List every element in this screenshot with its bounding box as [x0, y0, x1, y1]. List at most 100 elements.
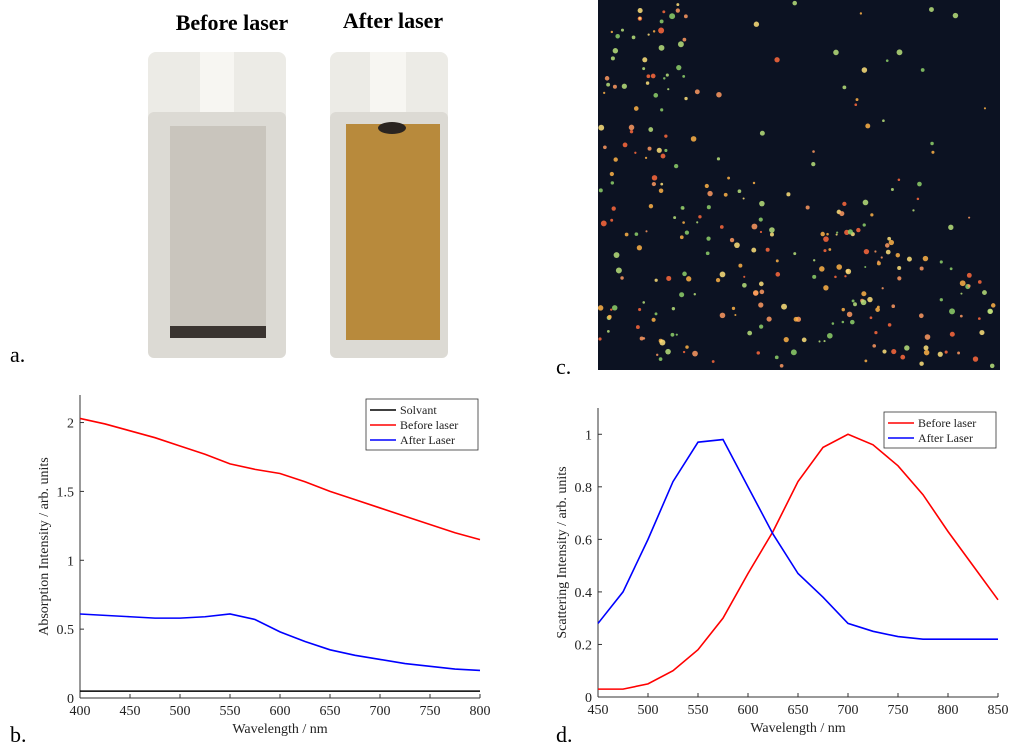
- particle: [864, 249, 869, 254]
- x-tick-label: 550: [220, 704, 241, 719]
- particle: [950, 332, 955, 337]
- particle: [664, 135, 667, 138]
- particle: [648, 127, 653, 132]
- particle: [786, 192, 790, 196]
- particle: [657, 148, 662, 153]
- particle: [642, 67, 645, 70]
- particle: [645, 157, 647, 159]
- particle: [791, 349, 797, 355]
- particle: [760, 131, 765, 136]
- particle: [982, 290, 987, 295]
- particle: [862, 67, 868, 73]
- particle: [874, 331, 877, 334]
- particle: [920, 266, 924, 270]
- particle: [720, 225, 724, 229]
- particle: [656, 354, 658, 356]
- particle: [853, 302, 857, 306]
- particle: [620, 276, 623, 279]
- particle: [660, 19, 664, 23]
- particle: [863, 223, 866, 226]
- particle: [727, 177, 730, 180]
- darkfield-image: [598, 0, 1000, 370]
- particle: [865, 123, 870, 128]
- particle: [698, 215, 701, 218]
- particle: [660, 183, 663, 186]
- particle: [716, 92, 721, 97]
- particle: [949, 308, 955, 314]
- particle: [638, 8, 643, 13]
- particle: [599, 188, 603, 192]
- x-tick-label: 600: [270, 704, 291, 719]
- particle: [861, 300, 867, 306]
- particle: [636, 325, 640, 329]
- particle: [856, 228, 860, 232]
- photo-cuvettes: [148, 52, 448, 358]
- particle: [930, 142, 933, 145]
- particle: [850, 320, 855, 325]
- particle: [601, 221, 607, 227]
- legend-label: Before laser: [400, 418, 458, 432]
- particle: [767, 316, 772, 321]
- particle: [897, 276, 901, 280]
- particle: [907, 257, 912, 262]
- x-tick-label: 750: [888, 703, 909, 718]
- particle: [812, 275, 816, 279]
- particle: [642, 301, 645, 304]
- x-tick-label: 500: [638, 703, 659, 718]
- y-tick-label: 1: [67, 554, 74, 569]
- particle: [813, 259, 815, 261]
- particle: [760, 231, 762, 233]
- panel-label: d.: [556, 722, 573, 745]
- particle: [621, 29, 624, 32]
- particle: [742, 283, 747, 288]
- x-tick-label: 700: [838, 703, 859, 718]
- x-tick-label: 600: [738, 703, 759, 718]
- particle: [614, 157, 618, 161]
- line-series: [598, 434, 998, 689]
- particle: [684, 14, 688, 18]
- particle: [968, 217, 970, 219]
- particle: [960, 280, 966, 286]
- particle: [638, 17, 641, 20]
- particle: [864, 266, 866, 268]
- particle: [696, 221, 698, 223]
- particle: [889, 240, 894, 245]
- x-axis-label: Wavelength / nm: [232, 722, 327, 737]
- particle: [610, 308, 612, 310]
- particle: [854, 103, 857, 106]
- particle: [648, 147, 652, 151]
- legend-label: Before laser: [918, 416, 976, 430]
- particle: [931, 151, 934, 154]
- particle: [676, 3, 679, 6]
- y-tick-label: 0.5: [57, 623, 75, 638]
- particle: [684, 97, 687, 100]
- particle: [846, 269, 852, 275]
- particle: [676, 8, 680, 12]
- particle: [751, 248, 756, 253]
- particle: [682, 221, 685, 224]
- particle: [706, 251, 710, 255]
- x-tick-label: 500: [170, 704, 191, 719]
- particle: [891, 188, 894, 191]
- particle: [967, 284, 970, 287]
- particle: [659, 340, 665, 346]
- x-tick-label: 650: [788, 703, 809, 718]
- particle: [820, 232, 824, 236]
- particle: [611, 56, 615, 60]
- particle: [692, 351, 698, 357]
- particle: [732, 307, 735, 310]
- particle: [603, 92, 605, 94]
- particle: [753, 291, 758, 296]
- particle: [769, 227, 775, 233]
- particle: [904, 345, 909, 350]
- particle: [712, 360, 715, 363]
- particle: [811, 162, 815, 166]
- particle: [683, 351, 685, 353]
- particle: [758, 302, 763, 307]
- particle: [659, 188, 664, 193]
- particle: [818, 340, 820, 342]
- particle: [886, 59, 889, 62]
- panel-label: b.: [10, 722, 27, 745]
- particle: [686, 276, 691, 281]
- particle: [611, 181, 614, 184]
